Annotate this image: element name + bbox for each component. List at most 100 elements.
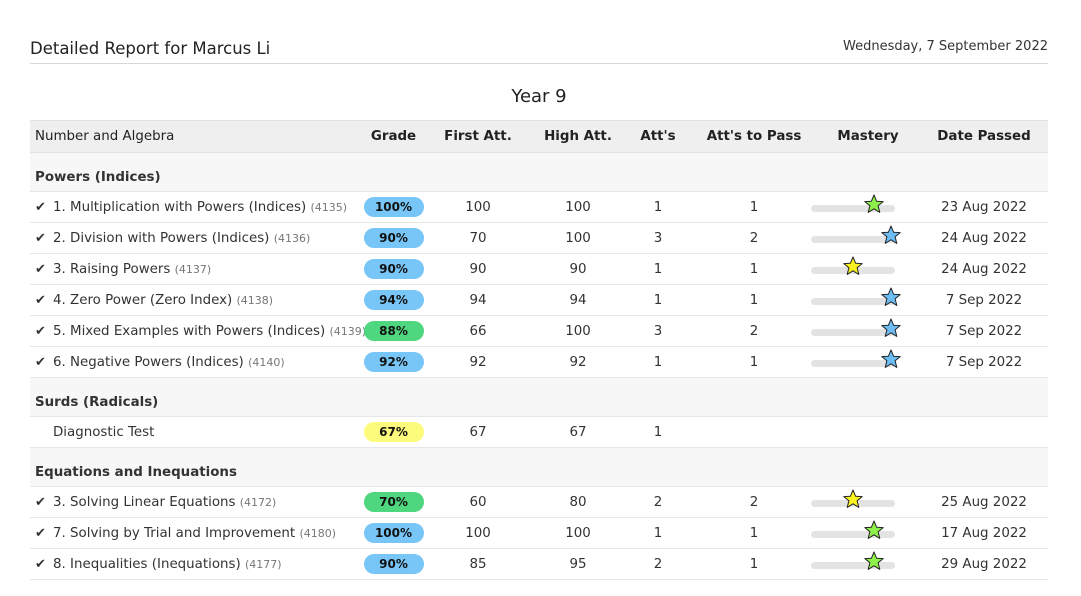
grade-badge: 70% [363,492,424,512]
topic-code: (4138) [236,293,274,307]
mastery-meter [811,256,895,279]
mastery-meter [811,489,895,512]
table-row[interactable]: ✔ 6. Negative Powers (Indices) (4140) 92%… [30,346,1048,378]
mastery-cell [811,284,920,316]
table-row[interactable]: ✔ 7. Solving by Trial and Improvement (41… [30,517,1048,549]
topic-code: (4177) [245,557,282,571]
date-passed-cell: 23 Aug 2022 [920,191,1048,223]
topic-code: (4136) [273,231,311,245]
check-icon: ✔ [35,525,46,541]
attempts-to-pass-cell: 1 [692,346,816,378]
topic-cell: ✔ 6. Negative Powers (Indices) (4140) [30,346,363,378]
star-icon [881,349,901,368]
attempts-cell: 2 [624,548,692,580]
attempts-to-pass-cell: 1 [692,517,816,549]
first-attempt-cell: 85 [424,548,532,580]
check-icon: ✔ [35,199,46,215]
grade-badge: 100% [363,197,424,217]
mastery-bar [811,562,895,569]
date-passed-cell: 24 Aug 2022 [920,253,1048,285]
attempts-cell: 1 [624,253,692,285]
topic-name[interactable]: 3. Raising Powers [53,261,171,277]
first-attempt-cell: 94 [424,284,532,316]
topic-cell: ✔ 2. Division with Powers (Indices) (4136… [30,222,363,254]
star-icon [881,287,901,306]
check-icon: ✔ [35,494,46,510]
grade-badge: 90% [363,228,424,248]
first-attempt-cell: 90 [424,253,532,285]
table-row[interactable]: ✔ 1. Multiplication with Powers (Indices)… [30,191,1048,223]
attempts-cell: 2 [624,486,692,518]
topic-cell: ✔ 7. Solving by Trial and Improvement (41… [30,517,363,549]
table-row[interactable]: ✔ 5. Mixed Examples with Powers (Indices)… [30,315,1048,347]
topic-cell: ✔ 8. Inequalities (Inequations) (4177) [30,548,363,580]
topic-name[interactable]: 4. Zero Power (Zero Index) [53,292,233,308]
grade-cell: 92% [363,346,424,378]
grade-cell: 100% [363,191,424,223]
check-icon: ✔ [35,354,46,370]
grade-badge: 100% [363,523,424,543]
date-passed-cell: 25 Aug 2022 [920,486,1048,518]
topic-code: (4137) [174,262,212,276]
topic-code: (4180) [299,526,337,540]
report-date: Wednesday, 7 September 2022 [842,39,1048,54]
attempts-to-pass-cell: 1 [692,253,816,285]
attempts-cell: 1 [624,346,692,378]
first-attempt-cell: 66 [424,315,532,347]
topic-name[interactable]: 7. Solving by Trial and Improvement [53,525,296,541]
table-row[interactable]: ✔ 3. Solving Linear Equations (4172) 70% … [30,486,1048,518]
high-attempt-cell: 100 [532,315,624,347]
star-icon [864,551,884,570]
table-header-row: Number and Algebra Grade First Att. High… [30,120,1048,153]
grade-badge: 88% [363,321,424,341]
topic-cell: ✔ 1. Multiplication with Powers (Indices)… [30,191,363,223]
topic-cell: ✔ 5. Mixed Examples with Powers (Indices)… [30,315,367,347]
table-row[interactable]: ✔ 4. Zero Power (Zero Index) (4138) 94% 9… [30,284,1048,316]
topic-code: (4140) [248,355,285,369]
column-header-attempts-to-pass: Att's to Pass [692,120,816,153]
mastery-cell [811,517,920,549]
grade-badge: 92% [363,352,424,372]
topic-name[interactable]: 3. Solving Linear Equations [53,494,236,510]
attempts-to-pass-cell [692,416,816,448]
topic-name[interactable]: 5. Mixed Examples with Powers (Indices) [53,323,326,339]
mastery-meter [811,318,901,341]
column-header-date-passed: Date Passed [920,120,1048,153]
table-row[interactable]: ✔Diagnostic Test 67% 67 67 1 [30,416,1048,448]
date-passed-cell: 7 Sep 2022 [920,346,1048,378]
mastery-meter [811,551,895,574]
topic-cell: ✔ 3. Solving Linear Equations (4172) [30,486,363,518]
mastery-bar [811,329,895,336]
topic-name[interactable]: 2. Division with Powers (Indices) [53,230,270,246]
grade-cell: 90% [363,253,424,285]
column-header-grade: Grade [363,120,424,153]
topic-name[interactable]: 1. Multiplication with Powers (Indices) [53,199,307,215]
column-header-topic: Number and Algebra [30,120,363,153]
table-row[interactable]: ✔ 2. Division with Powers (Indices) (4136… [30,222,1048,254]
mastery-meter [811,520,895,543]
topic-name[interactable]: 8. Inequalities (Inequations) [53,556,241,572]
column-header-first-attempt: First Att. [424,120,532,153]
first-attempt-cell: 70 [424,222,532,254]
topic-cell: ✔ 3. Raising Powers (4137) [30,253,363,285]
mastery-meter [811,225,901,248]
attempts-cell: 1 [624,191,692,223]
grade-cell: 67% [363,416,424,448]
grade-cell: 94% [363,284,424,316]
topic-code: (4139) [329,324,367,338]
topic-name[interactable]: Diagnostic Test [53,424,155,440]
column-header-high-attempt: High Att. [532,120,624,153]
high-attempt-cell: 100 [532,517,624,549]
grade-cell: 100% [363,517,424,549]
table-row[interactable]: ✔ 8. Inequalities (Inequations) (4177) 90… [30,548,1048,580]
mastery-cell [811,486,920,518]
topic-name[interactable]: 6. Negative Powers (Indices) [53,354,244,370]
attempts-to-pass-cell: 1 [692,548,816,580]
date-passed-cell: 7 Sep 2022 [920,315,1048,347]
mastery-bar [811,531,895,538]
mastery-cell [811,315,920,347]
table-row[interactable]: ✔ 3. Raising Powers (4137) 90% 90 90 1 1 … [30,253,1048,285]
column-header-mastery: Mastery [816,120,920,153]
mastery-bar [811,236,895,243]
table-body: Powers (Indices) ✔ 1. Multiplication with… [30,152,1048,580]
